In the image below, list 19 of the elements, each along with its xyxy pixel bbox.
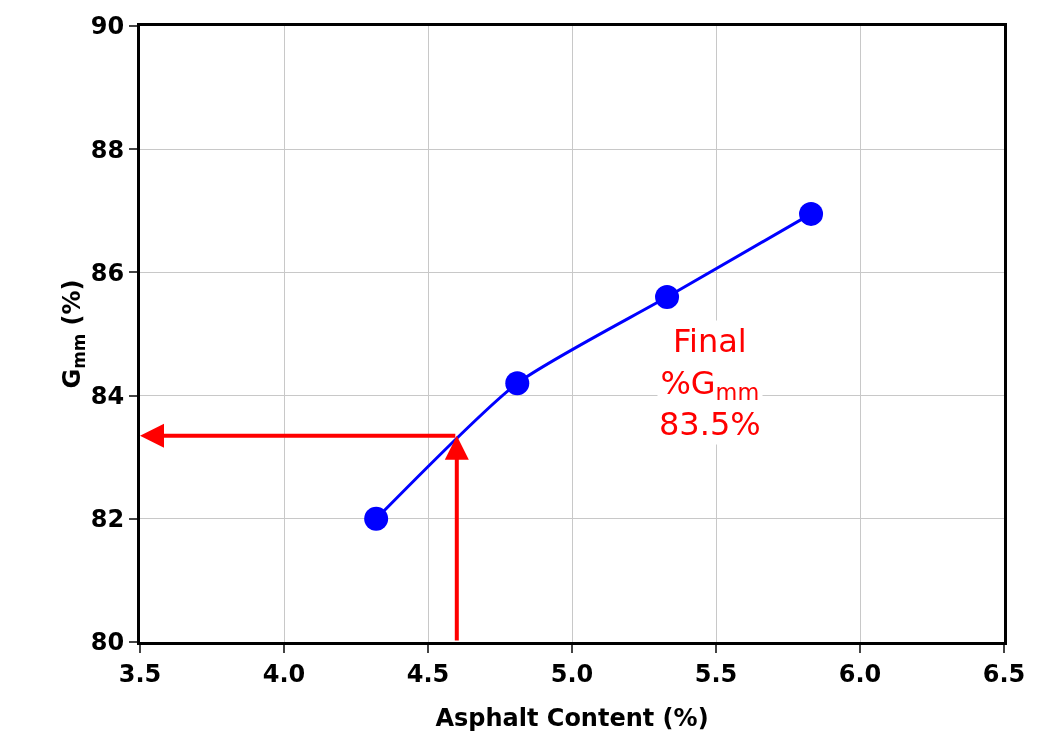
y-tick-label: 88 [90,135,125,164]
point [799,201,824,226]
x-tick-label: 4.5 [406,659,450,688]
y-tick-label: 90 [90,12,125,41]
point [364,506,389,531]
y-tick-label: 80 [90,628,125,657]
annotation: Final %G$_{mm}$ 83.5% [659,322,761,444]
x-axis-title: Asphalt Content (%) [435,704,709,732]
x-tick-label: 6.5 [982,659,1026,688]
y-tick-label: 86 [90,258,125,287]
x-tick-label: 6.0 [838,659,882,688]
y-tick-label: 82 [90,505,125,534]
point [655,285,680,310]
x-tick-label: 4.0 [262,659,306,688]
x-tick-label: 3.5 [118,659,162,688]
y-tick-label: 84 [90,382,125,410]
x-tick-label: 5.5 [694,659,738,688]
x-tick-label: 5.0 [550,659,594,688]
point [505,371,530,396]
